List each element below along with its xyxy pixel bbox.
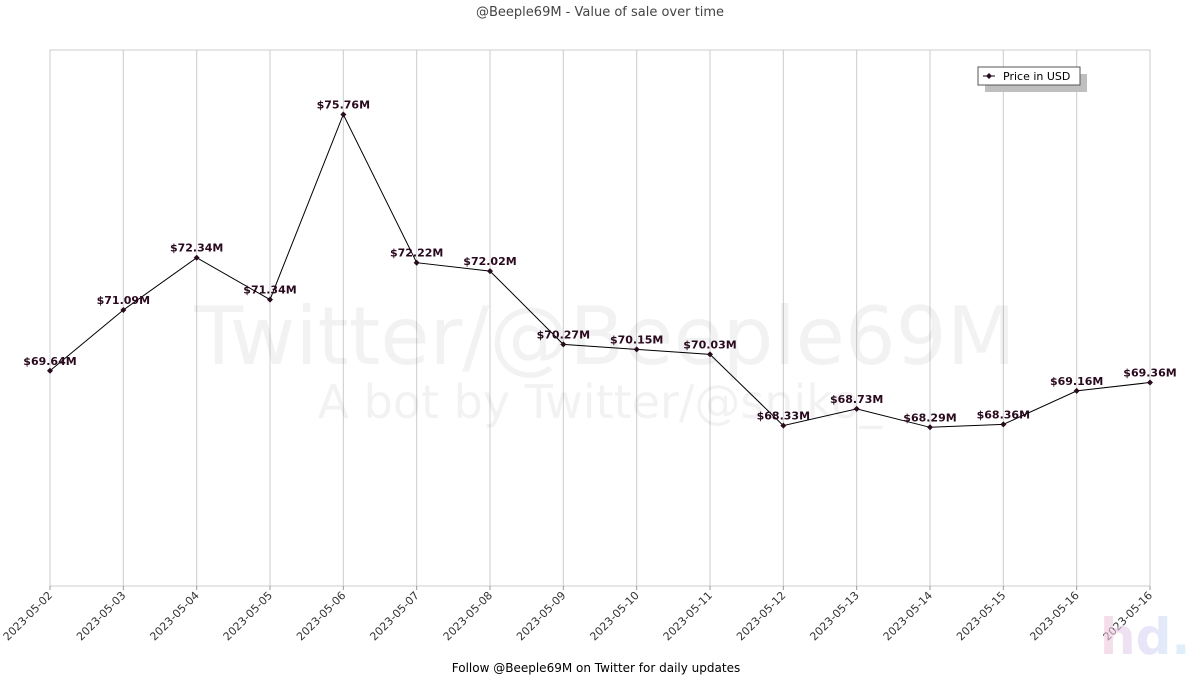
- data-label: $70.15M: [610, 333, 663, 346]
- data-point: [780, 422, 787, 429]
- data-point: [927, 424, 933, 431]
- data-label: $68.29M: [903, 411, 956, 424]
- x-tick-label: 2023-05-06: [294, 589, 348, 643]
- data-label: $68.36M: [977, 408, 1030, 421]
- x-axis-ticks: 2023-05-02 2023-05-03 2023-05-04 2023-05-05…: [1, 586, 1155, 643]
- data-point: [120, 307, 127, 314]
- data-label: $72.22M: [390, 247, 443, 260]
- watermark-line2: A bot by Twitter/@sniko_: [318, 375, 884, 429]
- watermark-line1: Twitter/@Beeple69M: [193, 290, 1015, 383]
- data-label: $68.33M: [757, 410, 810, 423]
- x-tick-label: 2023-05-11: [661, 589, 715, 643]
- x-tick-label: 2023-05-04: [147, 589, 201, 643]
- data-label: $69.64M: [23, 355, 76, 368]
- x-tick-label: 2023-05-10: [587, 589, 641, 643]
- grid: [122, 50, 1078, 586]
- x-tick-label: 2023-05-09: [514, 589, 568, 643]
- legend-box: [977, 66, 1081, 86]
- data-label: $69.16M: [1050, 375, 1103, 388]
- x-tick-label: 2023-05-12: [734, 589, 788, 643]
- data-point: [853, 405, 860, 412]
- data-point: [1073, 387, 1080, 394]
- data-point: [1000, 421, 1007, 428]
- data-point: [267, 296, 273, 303]
- legend-marker-icon: [986, 73, 992, 79]
- plot-area-border: [49, 49, 1151, 587]
- data-label: $72.02M: [463, 255, 516, 268]
- x-tick-label: 2023-05-13: [807, 589, 861, 643]
- data-label: $70.03M: [683, 338, 736, 351]
- data-label: $70.27M: [537, 328, 590, 341]
- data-point: [707, 351, 713, 358]
- legend-label: Price in USD: [1003, 70, 1070, 83]
- x-tick-label: 2023-05-16: [1027, 589, 1081, 643]
- data-point: [193, 254, 200, 261]
- data-label: $71.34M: [243, 284, 296, 297]
- data-point: [560, 341, 567, 348]
- x-tick-label: 2023-05-08: [441, 589, 495, 643]
- data-point: [413, 259, 420, 266]
- data-point: [633, 346, 640, 353]
- data-label: $72.34M: [170, 242, 223, 255]
- corner-logo: hd.: [1100, 608, 1190, 666]
- data-label: $71.09M: [97, 294, 150, 307]
- data-label: $68.73M: [830, 393, 883, 406]
- data-point: [47, 367, 53, 374]
- data-label: $75.76M: [317, 98, 370, 111]
- data-point: [487, 268, 493, 275]
- x-tick-label: 2023-05-14: [881, 589, 935, 643]
- series-markers: [47, 111, 1153, 431]
- x-tick-label: 2023-05-03: [74, 589, 128, 643]
- x-tick-label: 2023-05-05: [221, 589, 275, 643]
- x-tick-label: 2023-05-02: [1, 589, 55, 643]
- x-tick-label: 2023-05-07: [367, 589, 421, 643]
- data-label: $69.36M: [1123, 366, 1176, 379]
- footer-text: Follow @Beeple69M on Twitter for daily u…: [452, 661, 740, 675]
- data-point: [340, 111, 347, 118]
- watermark: Twitter/@Beeple69M A bot by Twitter/@sni…: [193, 290, 1015, 429]
- data-point: [1147, 379, 1153, 386]
- x-tick-label: 2023-05-15: [954, 589, 1008, 643]
- series-line-price: [49, 113, 1151, 428]
- legend: Price in USD: [977, 66, 1087, 92]
- chart-title: @Beeple69M - Value of sale over time: [476, 5, 724, 20]
- data-labels: $69.64M $71.09M $72.34M $71.34M $75.76M $72.2…: [23, 98, 1176, 424]
